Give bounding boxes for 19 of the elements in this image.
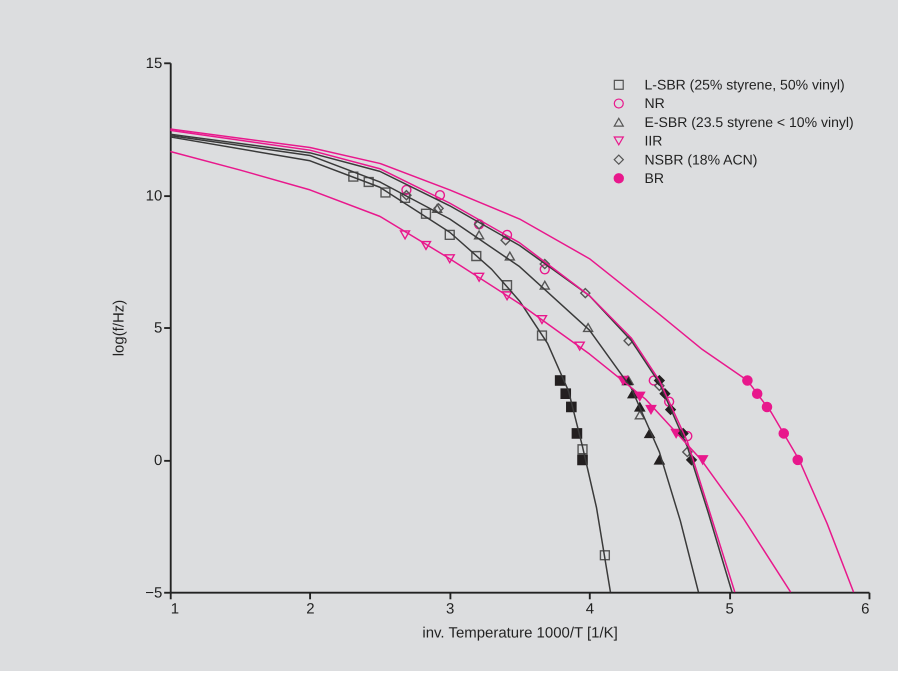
- x-tick-label: 2: [306, 600, 315, 618]
- legend-label: NR: [644, 95, 665, 112]
- y-tick-label: −5: [145, 584, 162, 602]
- y-tick-label: 10: [146, 187, 162, 204]
- x-tick-label: 3: [446, 600, 454, 618]
- legend-label: BR: [644, 170, 664, 186]
- y-tick-label: 15: [146, 54, 162, 72]
- x-tick-label: 5: [726, 600, 734, 618]
- legend-label: NSBR (18% ACN): [644, 151, 758, 168]
- legend-label: E-SBR (23.5 styrene < 10% vinyl): [644, 114, 854, 130]
- legend-label: IIR: [644, 132, 662, 149]
- x-tick-label: 4: [586, 600, 594, 618]
- y-tick-label: 0: [154, 452, 162, 470]
- x-tick-label: 6: [861, 600, 870, 618]
- legend-label: L-SBR (25% styrene, 50% vinyl): [644, 76, 845, 92]
- y-axis-title: log(f/Hz): [110, 300, 128, 356]
- x-tick-label: 1: [170, 600, 180, 618]
- y-tick-label: 5: [154, 320, 162, 337]
- x-axis-title: inv. Temperature 1000/T [1/K]: [422, 624, 618, 642]
